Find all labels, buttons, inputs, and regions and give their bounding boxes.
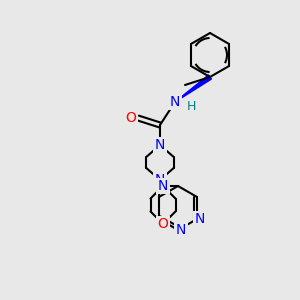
Text: N: N [155, 173, 165, 187]
Text: O: O [126, 111, 136, 125]
Polygon shape [175, 75, 211, 102]
Text: N: N [176, 223, 186, 237]
Text: N: N [158, 179, 168, 193]
Text: H: H [186, 100, 196, 112]
Text: O: O [158, 217, 168, 231]
Text: N: N [155, 138, 165, 152]
Text: N: N [170, 95, 180, 109]
Text: N: N [195, 212, 205, 226]
